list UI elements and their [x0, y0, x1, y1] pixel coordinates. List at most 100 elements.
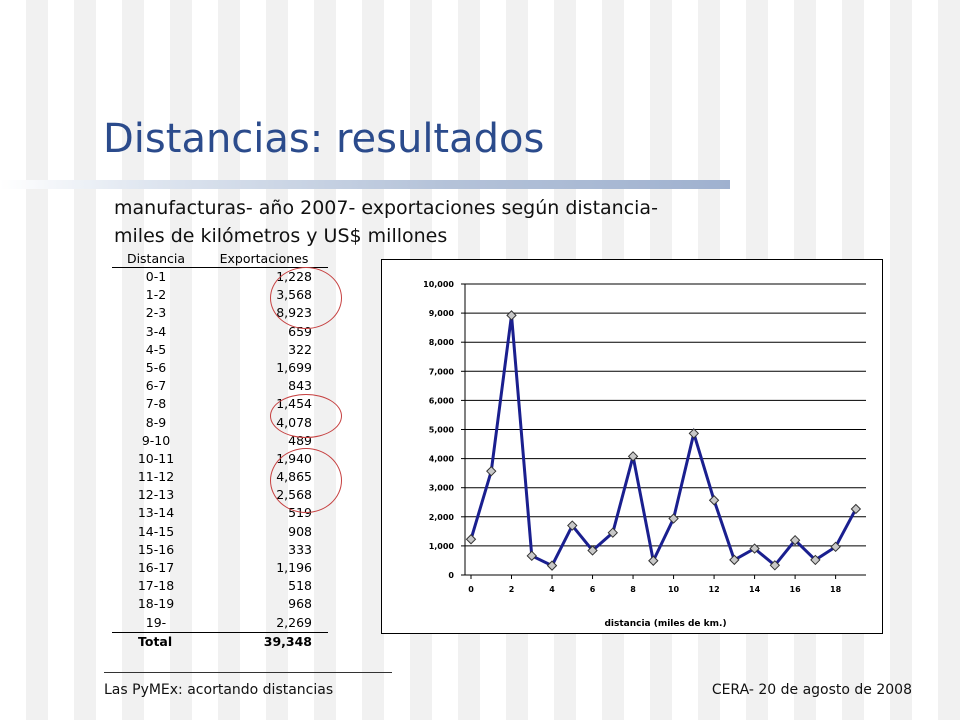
header-exportaciones: Exportaciones [219, 251, 309, 266]
table-row: 14-15 908 [112, 523, 328, 541]
table-row: 16-17 1,196 [112, 559, 328, 577]
table-row: 19- 2,269 [112, 614, 328, 632]
cell-distancia: 7-8 [145, 396, 167, 412]
x-tick-label: 12 [709, 585, 720, 594]
table-total-row: Total 39,348 [112, 631, 328, 651]
data-point [486, 465, 497, 477]
y-tick-label: 7,000 [429, 367, 455, 376]
cell-distancia: 11-12 [137, 469, 175, 485]
y-tick-label: 8,000 [429, 338, 455, 347]
x-tick-label: 14 [749, 585, 761, 594]
cell-exportaciones: 908 [288, 523, 312, 539]
footer-right-text: CERA- 20 de agosto de 2008 [711, 682, 912, 698]
x-tick-label: 2 [509, 585, 515, 594]
data-point [506, 310, 517, 321]
data-point [465, 534, 477, 545]
cell-distancia: 3-4 [145, 323, 167, 339]
y-tick-label: 10,000 [423, 280, 454, 289]
cell-exportaciones: 1,196 [276, 560, 312, 575]
y-tick-label: 5,000 [429, 426, 455, 435]
data-point [688, 428, 700, 439]
cell-distancia: 17-18 [137, 578, 175, 594]
footer-divider [104, 672, 392, 673]
y-tick-label: 2,000 [429, 513, 455, 522]
cell-distancia: 19- [145, 614, 167, 630]
cell-distancia: 12-13 [137, 487, 175, 503]
cell-exportaciones: 2,269 [276, 614, 312, 630]
x-tick-label: 16 [790, 585, 802, 594]
data-point [729, 554, 740, 566]
data-point [708, 495, 720, 506]
cell-distancia: 5-6 [145, 359, 167, 375]
cell-distancia: 2-3 [145, 305, 167, 321]
y-tick-label: 1,000 [429, 542, 455, 551]
cell-distancia: 16-17 [137, 560, 175, 575]
slide-subtitle: manufacturas- año 2007- exportaciones se… [114, 194, 834, 250]
cell-exportaciones: 333 [288, 541, 312, 557]
y-tick-label: 0 [448, 571, 454, 580]
cell-exportaciones: 518 [288, 578, 312, 594]
subtitle-line-1: manufacturas- año 2007- exportaciones se… [114, 197, 658, 219]
y-tick-label: 9,000 [429, 309, 455, 318]
table-row: 5-6 1,699 [112, 359, 328, 377]
table-row: 6-7 843 [112, 377, 328, 395]
chart-svg: 0 1,000 2,000 3,000 4,000 5,000 6,000 7,000 8,00… [423, 280, 866, 629]
data-point [749, 543, 760, 554]
cell-distancia: 9-10 [141, 432, 171, 448]
x-tick-label: 8 [630, 585, 636, 594]
cell-distancia: 18-19 [137, 596, 175, 612]
data-point [668, 513, 679, 524]
cell-distancia: 13-14 [137, 505, 175, 521]
cell-distancia: 6-7 [145, 378, 167, 394]
y-tick-label: 4,000 [429, 455, 455, 464]
x-tick-label: 4 [549, 585, 555, 594]
cell-exportaciones: 968 [288, 596, 312, 612]
cell-distancia: 8-9 [145, 414, 167, 430]
highlight-circle-2 [270, 394, 342, 438]
data-point [850, 503, 862, 515]
table-row: 17-18 518 [112, 577, 328, 595]
cell-exportaciones: 843 [288, 378, 312, 394]
subtitle-line-2: miles de kilómetros y US$ millones [114, 225, 448, 247]
data-point [607, 527, 619, 538]
cell-distancia: 0-1 [145, 269, 167, 284]
header-distancia: Distancia [126, 251, 186, 266]
title-underline-bar [0, 180, 730, 189]
table-header: Distancia Exportaciones [112, 250, 328, 268]
cell-distancia: 4-5 [145, 341, 167, 357]
x-axis-label: distancia (miles de km.) [604, 619, 726, 629]
x-tick-label: 10 [668, 585, 680, 594]
slide-title: Distancias: resultados [103, 116, 545, 162]
footer-left-text: Las PyMEx: acortando distancias [104, 682, 334, 698]
data-point [587, 545, 598, 556]
series-line [469, 315, 858, 568]
highlight-circle-3 [270, 448, 342, 513]
table-row: 15-16 333 [112, 541, 328, 559]
cell-distancia: 15-16 [137, 541, 175, 557]
x-tick-label: 18 [830, 585, 842, 594]
y-tick-label: 6,000 [429, 396, 455, 405]
data-point [648, 555, 659, 566]
line-chart: 0 1,000 2,000 3,000 4,000 5,000 6,000 7,000 8,00… [381, 259, 883, 634]
cell-exportaciones: 322 [288, 341, 312, 357]
table-row: 18-19 968 [112, 595, 328, 613]
cell-distancia: 14-15 [137, 523, 175, 539]
table-row: 4-5 322 [112, 341, 328, 359]
cell-distancia: 1-2 [145, 287, 167, 303]
data-point [769, 560, 781, 571]
cell-distancia: 10-11 [137, 450, 175, 466]
data-point [830, 541, 841, 553]
data-point [627, 451, 639, 462]
data-point [567, 520, 578, 531]
highlight-circle-1 [270, 267, 342, 329]
total-label: Total [138, 633, 173, 649]
data-point [789, 534, 801, 546]
x-tick-label: 0 [468, 585, 474, 594]
x-tick-label: 6 [590, 585, 596, 594]
data-point [526, 550, 537, 562]
y-tick-label: 3,000 [429, 484, 455, 493]
cell-exportaciones: 1,699 [276, 359, 312, 375]
total-value: 39,348 [263, 633, 312, 649]
data-point [810, 554, 821, 566]
data-point [546, 560, 558, 571]
